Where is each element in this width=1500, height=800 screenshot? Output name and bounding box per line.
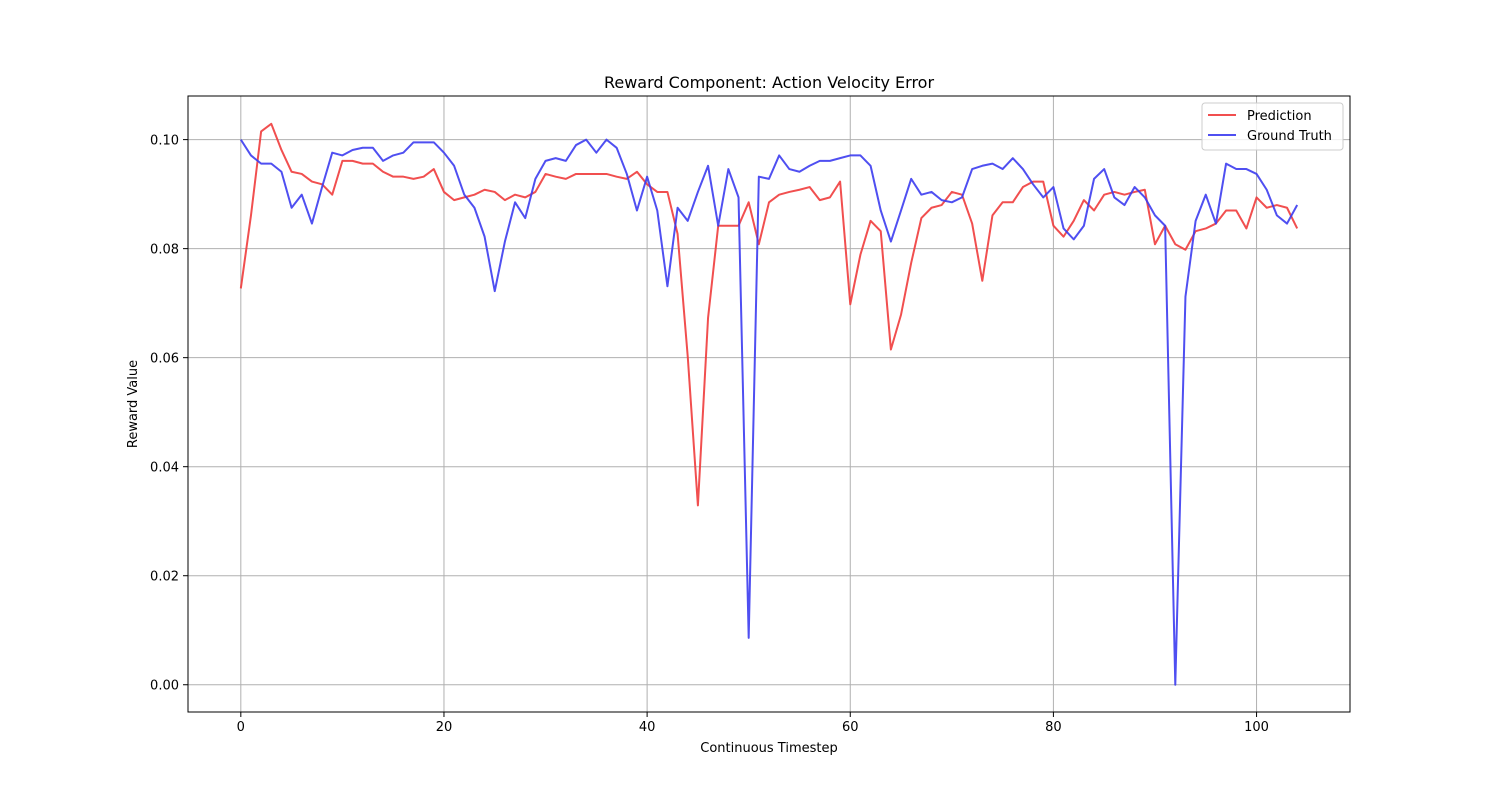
legend-box — [1201, 102, 1344, 151]
chart-title: Reward Component: Action Velocity Error — [604, 73, 935, 92]
x-tick-label: 60 — [842, 720, 859, 735]
legend-label-prediction: Prediction — [1247, 109, 1312, 124]
y-tick-label: 0.04 — [150, 461, 179, 476]
x-tick-label: 40 — [639, 720, 656, 735]
y-tick-label: 0.06 — [150, 352, 179, 367]
x-tick-label: 20 — [436, 720, 453, 735]
series-line-prediction — [239, 122, 1299, 507]
ticks: 0 20 40 60 80 100 0.00 0.02 0.04 0.06 0.08 0.10 — [150, 134, 1269, 735]
x-tick-label: 80 — [1045, 720, 1062, 735]
series-line-ground-truth — [239, 138, 1299, 686]
x-tick-label: 0 — [237, 720, 245, 735]
legend-label-ground-truth: Ground Truth — [1247, 129, 1332, 144]
grid — [188, 96, 1350, 712]
x-tick-label: 100 — [1244, 720, 1269, 735]
x-axis-label: Continuous Timestep — [700, 741, 838, 756]
y-tick-label: 0.10 — [150, 134, 179, 149]
plot-frame — [187, 95, 1351, 713]
series-layer — [239, 122, 1299, 686]
y-tick-label: 0.02 — [150, 570, 179, 585]
y-tick-label: 0.08 — [150, 243, 179, 258]
y-tick-label: 0.00 — [150, 679, 179, 694]
legend: Prediction Ground Truth — [1201, 102, 1344, 151]
y-axis-label: Reward Value — [126, 360, 141, 448]
